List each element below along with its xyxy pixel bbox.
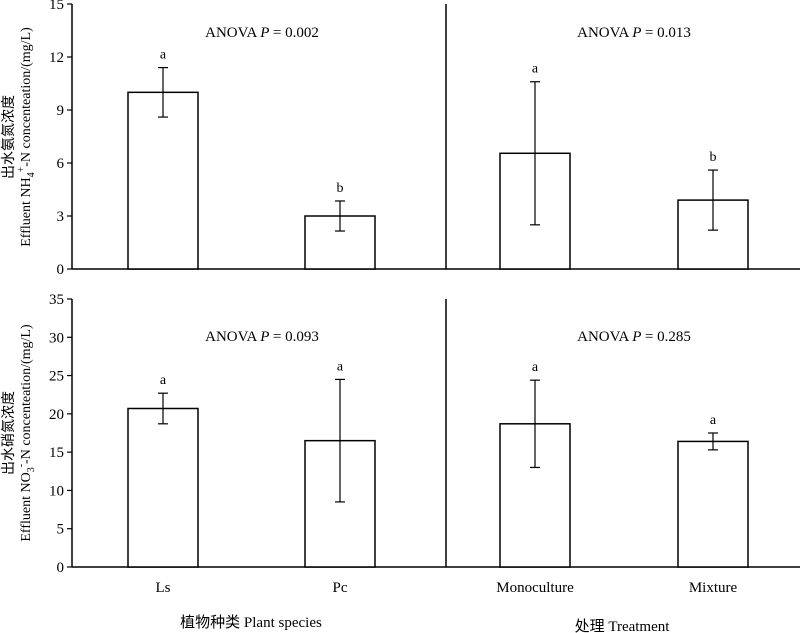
top-left-significance-letter: a: [160, 48, 167, 63]
bottom-left-ytick-label: 20: [49, 407, 64, 423]
bottom-left-ytick-label: 10: [49, 483, 64, 499]
top-left-anova-label: ANOVA P = 0.002: [205, 25, 319, 41]
top-left-ytick-label: 6: [57, 156, 65, 172]
top-left-ytick-label: 9: [57, 103, 65, 119]
bottom-left-ytick-label: 25: [49, 369, 64, 385]
bottom-left-significance-letter: a: [337, 359, 344, 374]
bottom-left-anova-label: ANOVA P = 0.093: [205, 329, 319, 345]
bottom-right-category-label: Mixture: [689, 580, 738, 596]
top-left-ytick-label: 3: [57, 209, 65, 225]
top-right-anova-label: ANOVA P = 0.013: [577, 25, 691, 41]
top-left-ytick-label: 15: [49, 0, 64, 13]
top-left-bar-ls: [127, 91, 199, 270]
top-ylabel-line2: Effluent NH4+-N concenteation/(mg/L): [16, 27, 37, 247]
bottom-left-bar-ls: [127, 407, 199, 568]
bottom-ylabel-line1: 出水硝氮浓度: [1, 391, 17, 475]
bottom-right-anova-label: ANOVA P = 0.285: [577, 329, 691, 345]
bottom-left-ytick-label: 35: [49, 292, 64, 308]
top-right-significance-letter: b: [710, 150, 717, 165]
bottom-left-ytick-label: 30: [49, 330, 64, 346]
bottom-left-xlabel: 植物种类 Plant species: [180, 614, 322, 631]
bottom-left-category-label: Ls: [156, 580, 171, 596]
bottom-left-ytick-label: 15: [49, 445, 64, 461]
top-left-significance-letter: b: [337, 181, 344, 196]
bottom-ylabel-line2: Effluent NO3--N concenteation/(mg/L): [16, 324, 37, 542]
bottom-left-panel: 0 5 10 15 20 25 30 35 ANOVA P = 0.093 a Ls a Pc: [49, 292, 446, 596]
top-left-ytick-label: 0: [57, 262, 65, 278]
top-left-ytick-label: 12: [49, 50, 64, 66]
bottom-right-panel: ANOVA P = 0.285 a Monoculture a Mixture: [445, 299, 800, 596]
bottom-right-significance-letter: a: [710, 413, 717, 428]
bottom-left-ytick-label: 5: [57, 522, 65, 538]
top-ylabel-line1: 出水氨氮浓度: [1, 95, 17, 179]
bottom-right-category-label: Monoculture: [496, 580, 574, 596]
bottom-left-ytick-label: 0: [57, 560, 65, 576]
bottom-left-category-label: Pc: [333, 580, 348, 596]
bottom-left-significance-letter: a: [160, 373, 167, 388]
top-left-panel: 0 3 6 9 12 15 ANOVA P = 0.002 a b: [49, 0, 446, 278]
top-right-significance-letter: a: [532, 62, 539, 77]
bottom-right-significance-letter: a: [532, 360, 539, 375]
bottom-right-bar-mixture: [677, 440, 749, 568]
top-right-panel: ANOVA P = 0.013 a b: [445, 4, 800, 270]
bottom-right-xlabel: 处理 Treatment: [575, 618, 671, 633]
